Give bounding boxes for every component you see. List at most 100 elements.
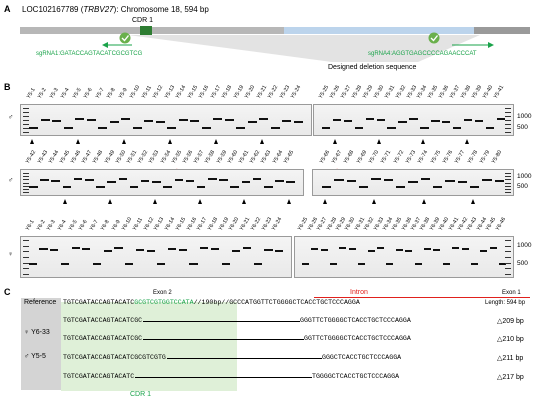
mutation-marker-triangle [323,199,328,204]
mutation-marker-triangle [242,199,247,204]
dna-ladder [23,237,29,277]
gel-band [264,249,273,251]
check-icon-left [119,32,131,44]
lane-label: Y5-51 [125,149,139,165]
lane-label: Y5-75 [429,149,442,165]
sgrna4-text: sgRNA4:AGGTGAGCCCCAGAACCCAT [368,51,477,57]
lane-label: Y5-59 [215,149,228,165]
gel-band [71,247,80,249]
lane-label: Y5-17 [209,84,222,100]
exon2-bar [20,27,284,34]
mutation-marker-triangle [260,139,265,144]
gel-background [295,237,513,277]
ladder-band [23,124,29,125]
lane-label: Y5-48 [92,149,105,165]
gel-band [73,178,83,180]
mutation-marker-triangle [287,199,292,204]
mutation-marker-triangle [168,139,173,144]
gel-band [329,263,338,265]
ladder-band [505,274,511,275]
gel-band [107,181,116,183]
deletion-wedge [128,35,480,62]
gel-band [395,186,406,188]
gel-background [21,237,291,277]
lane-label: Y5-47 [81,149,94,165]
ladder-band [505,262,511,264]
gel-band [174,179,184,181]
mutation-marker-triangle [471,199,476,204]
lane-label: Y5-5 [71,87,83,100]
seq-row-4-gap [135,377,312,378]
gel-band [50,249,59,251]
gel-band [109,121,119,123]
lane-label: Y5-7 [94,87,106,100]
gel-band [168,248,177,250]
dna-ladder [505,170,511,195]
gel-band [253,263,262,265]
seq-row-1-right: GGGTTCTGGGGCTCACCTGCTCCCAGGA [300,317,411,324]
gel-band [387,127,396,129]
seq-row-4-right: TGGGGCTCACCTGCTCCCAGGA [312,373,400,380]
gel-band [489,247,497,249]
lane-label: Y5-42 [25,149,38,165]
ladder-band [505,192,511,193]
gel-band [208,178,217,180]
gel-band [395,249,403,251]
gel-band [200,247,209,249]
lane-label: Y5-67 [330,149,344,165]
panel-a-title: LOC102167789 (TRBV27): Chromosome 18, 59… [22,5,209,14]
gel-band [252,178,262,180]
gel-band [496,118,506,120]
mutation-marker-triangle [420,139,425,144]
gel-band [163,186,172,188]
lane-label: Y5-73 [404,149,418,165]
lane-label: Y6-9 [110,219,122,232]
gel-band [358,186,369,188]
gel-band [63,127,73,129]
sgrna4-arrow [488,42,494,48]
gel-band [93,263,102,265]
ladder-band [505,108,511,109]
gel-band [125,263,134,265]
lane-label: Y5-22 [267,84,280,100]
size-marker-500: 500 [517,183,528,190]
ladder-band [23,173,29,174]
gel-band [445,180,455,182]
gel-band [461,248,469,250]
gel-band [28,263,37,265]
gel-band [431,120,440,122]
gel-band [40,119,50,121]
lane-label: Y5-77 [454,149,467,165]
lane-label: Y5-80 [491,149,504,165]
lane-label: Y6-7 [88,219,100,232]
dna-ladder [505,237,511,277]
lane-label: Y5-15 [186,84,199,100]
ladder-band [505,173,511,174]
lane-label: Y5-79 [478,149,492,165]
lane-label: Y5-18 [221,84,234,100]
seq-row-2-left: TGTCGATACCAGTACATCGC [63,335,143,342]
seq-row-2-delta: △210 bp [497,336,524,343]
lane-label: Y5-43 [36,149,49,165]
gel-band [62,186,72,188]
ladder-band [23,179,29,181]
gel-band [96,186,105,188]
sgrna1-text: sgRNA1:GATACCAGTACATCGCGTCG [36,51,143,57]
ladder-band [23,240,29,241]
lane-label: Y5-57 [192,149,206,165]
ladder-band [505,240,511,241]
lane-label: Y5-2 [36,87,48,100]
lane-label: Y5-64 [271,149,284,165]
gel-band [334,179,344,181]
lane-label: Y5-24 [290,84,303,100]
lane-label: Y6-21 [238,216,252,232]
cdr1-box [140,26,152,35]
cdr1-label-top: CDR 1 [132,17,154,24]
ladder-band [23,116,29,117]
gel-image [20,104,312,136]
mutation-marker-triangle [197,199,202,204]
mutation-marker-triangle [76,139,81,144]
lane-label: Y6-8 [99,219,111,232]
lane-label: Y5-35 [427,84,440,100]
gel-band [482,179,492,181]
